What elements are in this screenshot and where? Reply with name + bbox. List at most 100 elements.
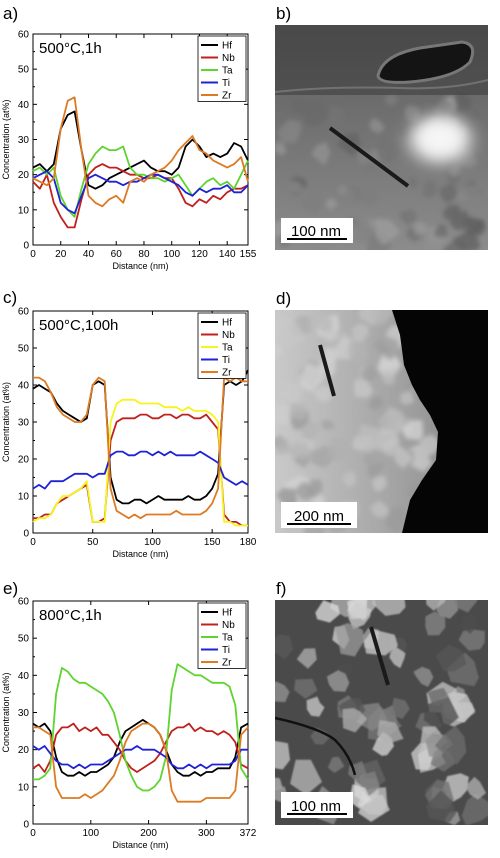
legend-label: Zr	[222, 91, 232, 102]
series-line-Nb	[32, 722, 249, 773]
grain	[275, 344, 282, 359]
y-tick-label: 40	[18, 671, 30, 682]
y-tick-label: 50	[18, 344, 30, 355]
grain	[425, 611, 446, 636]
y-tick-label: 20	[18, 170, 30, 181]
grain	[322, 347, 339, 362]
legend-label: Nb	[222, 620, 235, 631]
line-scan-marker	[328, 126, 410, 188]
grain	[377, 353, 401, 371]
series-line-Ti	[32, 450, 249, 490]
series-line-Hf	[32, 719, 249, 777]
grain	[356, 424, 383, 451]
grain	[339, 189, 356, 208]
grain	[306, 696, 325, 717]
grain	[304, 98, 329, 127]
panel-label: a)	[3, 4, 18, 23]
y-tick-label: 0	[23, 820, 29, 831]
grain	[413, 221, 429, 235]
x-tick-label: 180	[240, 537, 257, 548]
condition-annotation: 500°C,100h	[39, 317, 118, 334]
grain	[436, 600, 459, 619]
y-axis-label: Concentration (at%)	[1, 99, 11, 179]
x-tick-label: 100	[163, 249, 180, 260]
y-tick-label: 40	[18, 381, 30, 392]
grain	[296, 648, 317, 669]
x-tick-label: 150	[204, 537, 221, 548]
x-tick-label: 140	[219, 249, 236, 260]
grain	[381, 371, 395, 385]
grain	[275, 634, 294, 660]
y-tick-label: 0	[23, 529, 29, 540]
series-line-Ta	[33, 663, 249, 792]
grain	[321, 420, 336, 431]
grain	[393, 446, 413, 469]
grain	[300, 189, 324, 215]
grain	[371, 475, 388, 492]
micrograph-d-image	[275, 310, 488, 533]
grain	[347, 602, 372, 630]
grain	[400, 391, 415, 406]
grain	[305, 479, 323, 498]
grain	[311, 142, 331, 166]
micrograph-b-image	[275, 25, 488, 250]
x-tick-label: 40	[83, 249, 95, 260]
panel-label-d: d)	[276, 289, 291, 308]
grain	[422, 178, 438, 198]
grain	[277, 119, 302, 144]
grain	[372, 335, 400, 362]
grain	[423, 697, 459, 733]
condition-annotation: 800°C,1h	[39, 607, 102, 624]
grain	[369, 117, 386, 134]
grain	[368, 395, 384, 411]
grain	[349, 784, 371, 809]
grain	[326, 198, 338, 211]
series-line-Zr	[33, 722, 249, 803]
y-tick-label: 60	[18, 307, 30, 318]
series-line-Hf	[32, 110, 249, 190]
grain	[452, 230, 481, 250]
y-tick-label: 60	[18, 597, 30, 608]
series-line-Nb	[32, 163, 249, 229]
grain	[372, 310, 394, 325]
grain	[334, 623, 365, 657]
x-axis-label: Distance (nm)	[112, 840, 168, 850]
legend-label: Nb	[222, 330, 235, 341]
panel-label: e)	[3, 579, 18, 598]
grain	[287, 180, 306, 196]
micrograph-f-image	[275, 600, 488, 825]
y-tick-label: 50	[18, 634, 30, 645]
grain	[417, 445, 432, 459]
legend-label: Zr	[222, 368, 232, 379]
y-tick-label: 10	[18, 782, 30, 793]
grain	[399, 209, 418, 225]
legend-box	[197, 312, 247, 379]
x-tick-label: 0	[30, 537, 36, 548]
scale-bar-label: 100 nm	[291, 798, 341, 815]
grain	[390, 697, 410, 719]
x-tick-label: 60	[111, 249, 123, 260]
grain	[300, 421, 320, 442]
micrograph-f: 100 nm f)	[275, 579, 488, 825]
grain	[275, 141, 287, 156]
legend-label: Ti	[222, 645, 230, 656]
y-tick-label: 10	[18, 205, 30, 216]
scale-bar-label: 200 nm	[294, 508, 344, 525]
x-axis-label: Distance (nm)	[112, 261, 168, 271]
grain	[426, 600, 446, 611]
grain	[377, 720, 404, 745]
grain	[275, 404, 294, 426]
grain	[326, 106, 345, 129]
grain	[464, 107, 482, 122]
series-line-Ta	[32, 398, 248, 527]
legend-label: Ta	[222, 343, 233, 354]
grain	[370, 500, 390, 518]
grain	[313, 386, 333, 403]
grain	[294, 678, 318, 699]
grain	[327, 436, 355, 462]
grain	[465, 776, 487, 800]
grain	[460, 185, 480, 206]
grain	[413, 666, 434, 687]
grain	[361, 365, 377, 381]
